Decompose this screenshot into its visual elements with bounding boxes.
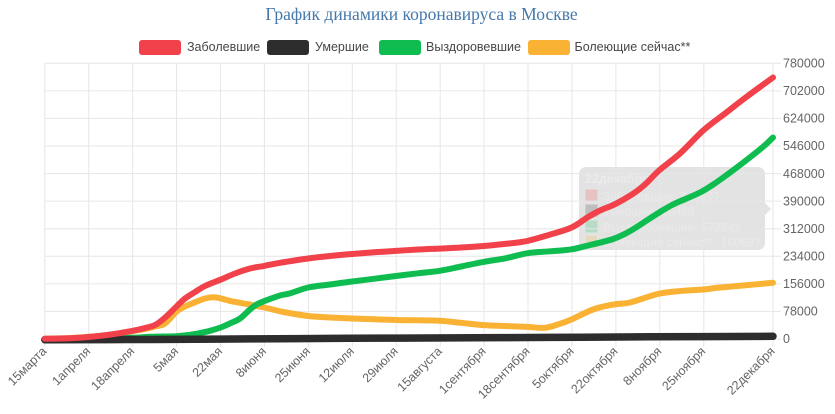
svg-text:25июня: 25июня	[272, 344, 313, 385]
svg-text:25ноября: 25ноября	[659, 344, 708, 393]
svg-text:22октября: 22октября	[568, 344, 620, 396]
svg-text:780000: 780000	[783, 57, 825, 71]
svg-text:1апреля: 1апреля	[49, 344, 93, 388]
svg-text:5мая: 5мая	[151, 344, 182, 375]
svg-text:390000: 390000	[783, 194, 825, 208]
svg-text:29июля: 29июля	[360, 344, 401, 385]
svg-text:22декабря: 22декабря	[724, 344, 777, 397]
svg-text:624000: 624000	[783, 112, 825, 126]
svg-text:546000: 546000	[783, 139, 825, 153]
svg-text:0: 0	[783, 332, 790, 346]
svg-text:702000: 702000	[783, 84, 825, 98]
svg-text:156000: 156000	[783, 277, 825, 291]
svg-text:12июля: 12июля	[316, 344, 357, 385]
svg-text:18апреля: 18апреля	[88, 344, 137, 393]
svg-text:8ноября: 8ноября	[620, 344, 664, 388]
svg-text:8июня: 8июня	[233, 344, 269, 380]
svg-text:22мая: 22мая	[190, 344, 226, 380]
svg-text:468000: 468000	[783, 167, 825, 181]
svg-text:78000: 78000	[783, 305, 818, 319]
svg-text:234000: 234000	[783, 250, 825, 264]
svg-text:312000: 312000	[783, 222, 825, 236]
svg-text:15марта: 15марта	[5, 344, 49, 388]
